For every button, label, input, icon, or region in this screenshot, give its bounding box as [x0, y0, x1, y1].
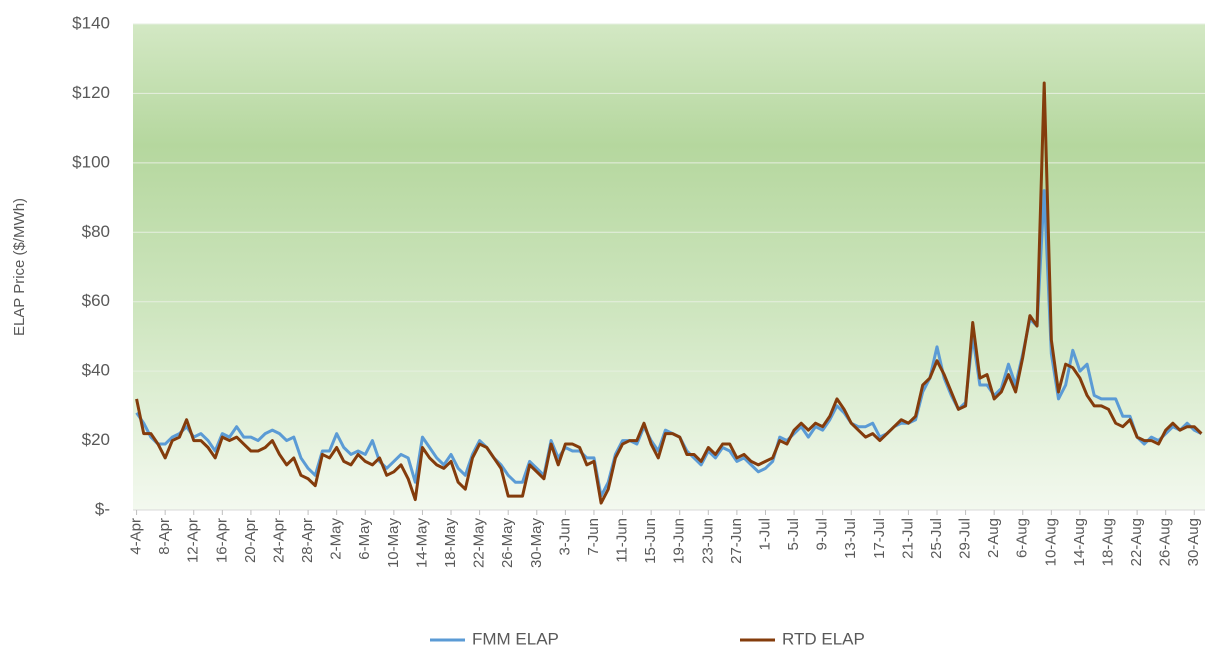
x-tick-label: 25-Jul [928, 518, 945, 559]
y-tick-label: $80 [82, 222, 110, 241]
x-tick-label: 14-Aug [1071, 518, 1088, 566]
x-tick-label: 15-Jun [642, 518, 659, 564]
x-tick-label: 29-Jul [957, 518, 974, 559]
x-tick-label: 6-Aug [1014, 518, 1031, 558]
x-tick-label: 13-Jul [842, 518, 859, 559]
y-tick-label: $140 [72, 13, 110, 32]
y-tick-label: $- [95, 499, 110, 518]
x-tick-label: 7-Jun [585, 518, 602, 556]
x-tick-label: 2-Aug [985, 518, 1002, 558]
legend-label: RTD ELAP [782, 629, 865, 648]
x-tick-label: 19-Jun [671, 518, 688, 564]
x-tick-label: 30-May [528, 518, 545, 569]
x-tick-label: 26-Aug [1157, 518, 1174, 566]
x-tick-label: 18-May [442, 518, 459, 569]
plot-area [133, 24, 1205, 510]
x-tick-label: 11-Jun [614, 518, 631, 563]
y-tick-label: $100 [72, 152, 110, 171]
y-axis-label: ELAP Price ($/MWh) [11, 198, 28, 336]
x-tick-label: 3-Jun [556, 518, 573, 556]
x-tick-label: 10-May [385, 518, 402, 569]
series-line [135, 81, 1203, 505]
x-tick-label: 26-May [499, 518, 516, 569]
x-tick-label: 9-Jul [814, 518, 831, 551]
x-tick-label: 14-May [413, 518, 430, 569]
x-tick-label: 20-Apr [242, 518, 259, 563]
x-tick-label: 12-Apr [185, 518, 202, 563]
y-tick-label: $60 [82, 291, 110, 310]
x-tick-label: 24-Apr [270, 518, 287, 563]
x-tick-label: 17-Jul [871, 518, 888, 559]
legend-label: FMM ELAP [472, 629, 559, 648]
x-tick-label: 4-Apr [128, 518, 145, 555]
x-tick-label: 27-Jun [728, 518, 745, 564]
x-tick-label: 2-May [328, 518, 345, 560]
x-tick-label: 16-Apr [213, 518, 230, 563]
x-tick-label: 23-Jun [699, 518, 716, 564]
x-tick-label: 5-Jul [785, 518, 802, 551]
y-tick-label: $40 [82, 361, 110, 380]
y-tick-label: $120 [72, 83, 110, 102]
x-tick-label: 6-May [356, 518, 373, 560]
x-tick-label: 10-Aug [1042, 518, 1059, 566]
x-tick-label: 21-Jul [899, 518, 916, 559]
x-tick-label: 1-Jul [756, 518, 773, 551]
x-tick-label: 22-Aug [1128, 518, 1145, 566]
x-tick-label: 30-Aug [1185, 518, 1202, 566]
x-tick-label: 8-Apr [156, 518, 173, 555]
y-tick-label: $20 [82, 430, 110, 449]
x-tick-label: 18-Aug [1099, 518, 1116, 566]
x-tick-label: 28-Apr [299, 518, 316, 563]
x-tick-label: 22-May [471, 518, 488, 569]
